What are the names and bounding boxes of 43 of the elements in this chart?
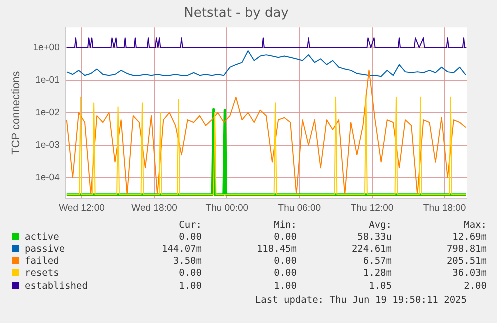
x-tick-label: Thu 18:00 xyxy=(423,202,466,214)
legend-label: established xyxy=(24,280,89,292)
y-tick-label: 1e-02 xyxy=(36,107,60,118)
y-tick-label: 1e-04 xyxy=(36,172,60,184)
text: 0.00 xyxy=(273,256,297,268)
x-tick-label: Thu 12:00 xyxy=(350,202,394,214)
legend-label: failed xyxy=(24,256,60,268)
text: 0.00 xyxy=(178,268,202,280)
y-tick-label: 1e-01 xyxy=(36,74,60,86)
text: 118.45m xyxy=(256,243,297,256)
x-tick-label: Thu 00:00 xyxy=(206,202,249,214)
text: 6.57m xyxy=(362,256,392,268)
chart-title: Netstat - by day xyxy=(184,6,290,22)
x-tick-label: Thu 06:00 xyxy=(278,202,322,214)
text: 1.00 xyxy=(273,280,297,292)
text: 1.00 xyxy=(178,280,202,292)
text: 3.50m xyxy=(172,256,202,268)
text: 58.33u xyxy=(356,231,392,244)
text: 0.00 xyxy=(273,231,297,244)
y-tick-label: 1e-03 xyxy=(36,140,60,151)
text: 12.69m xyxy=(452,231,487,244)
y-tick-label: 1e+00 xyxy=(33,42,60,54)
legend-label: passive xyxy=(24,243,66,256)
text: Max: xyxy=(463,219,487,232)
text: 798.81m xyxy=(446,243,487,256)
text: 144.07m xyxy=(160,243,202,256)
legend-label: resets xyxy=(24,268,60,280)
text: Cur: xyxy=(178,219,202,232)
text: 0.00 xyxy=(178,231,202,244)
text: 205.51m xyxy=(446,256,487,268)
text: 0.00 xyxy=(273,268,297,280)
text: Avg: xyxy=(368,219,392,232)
legend-label: active xyxy=(24,231,60,244)
text: Last update: Thu Jun 19 19:50:11 2025 xyxy=(255,295,467,306)
text: 1.28m xyxy=(362,268,392,280)
text: Min: xyxy=(273,219,297,232)
x-tick-label: Wed 18:00 xyxy=(132,202,178,214)
text: 36.03m xyxy=(452,268,487,280)
x-tick-label: Wed 12:00 xyxy=(59,202,105,214)
text: 224.61m xyxy=(350,243,392,256)
text: 1.05 xyxy=(368,280,392,292)
y-axis-title: TCP connections xyxy=(10,70,23,155)
text: 2.00 xyxy=(463,280,487,292)
